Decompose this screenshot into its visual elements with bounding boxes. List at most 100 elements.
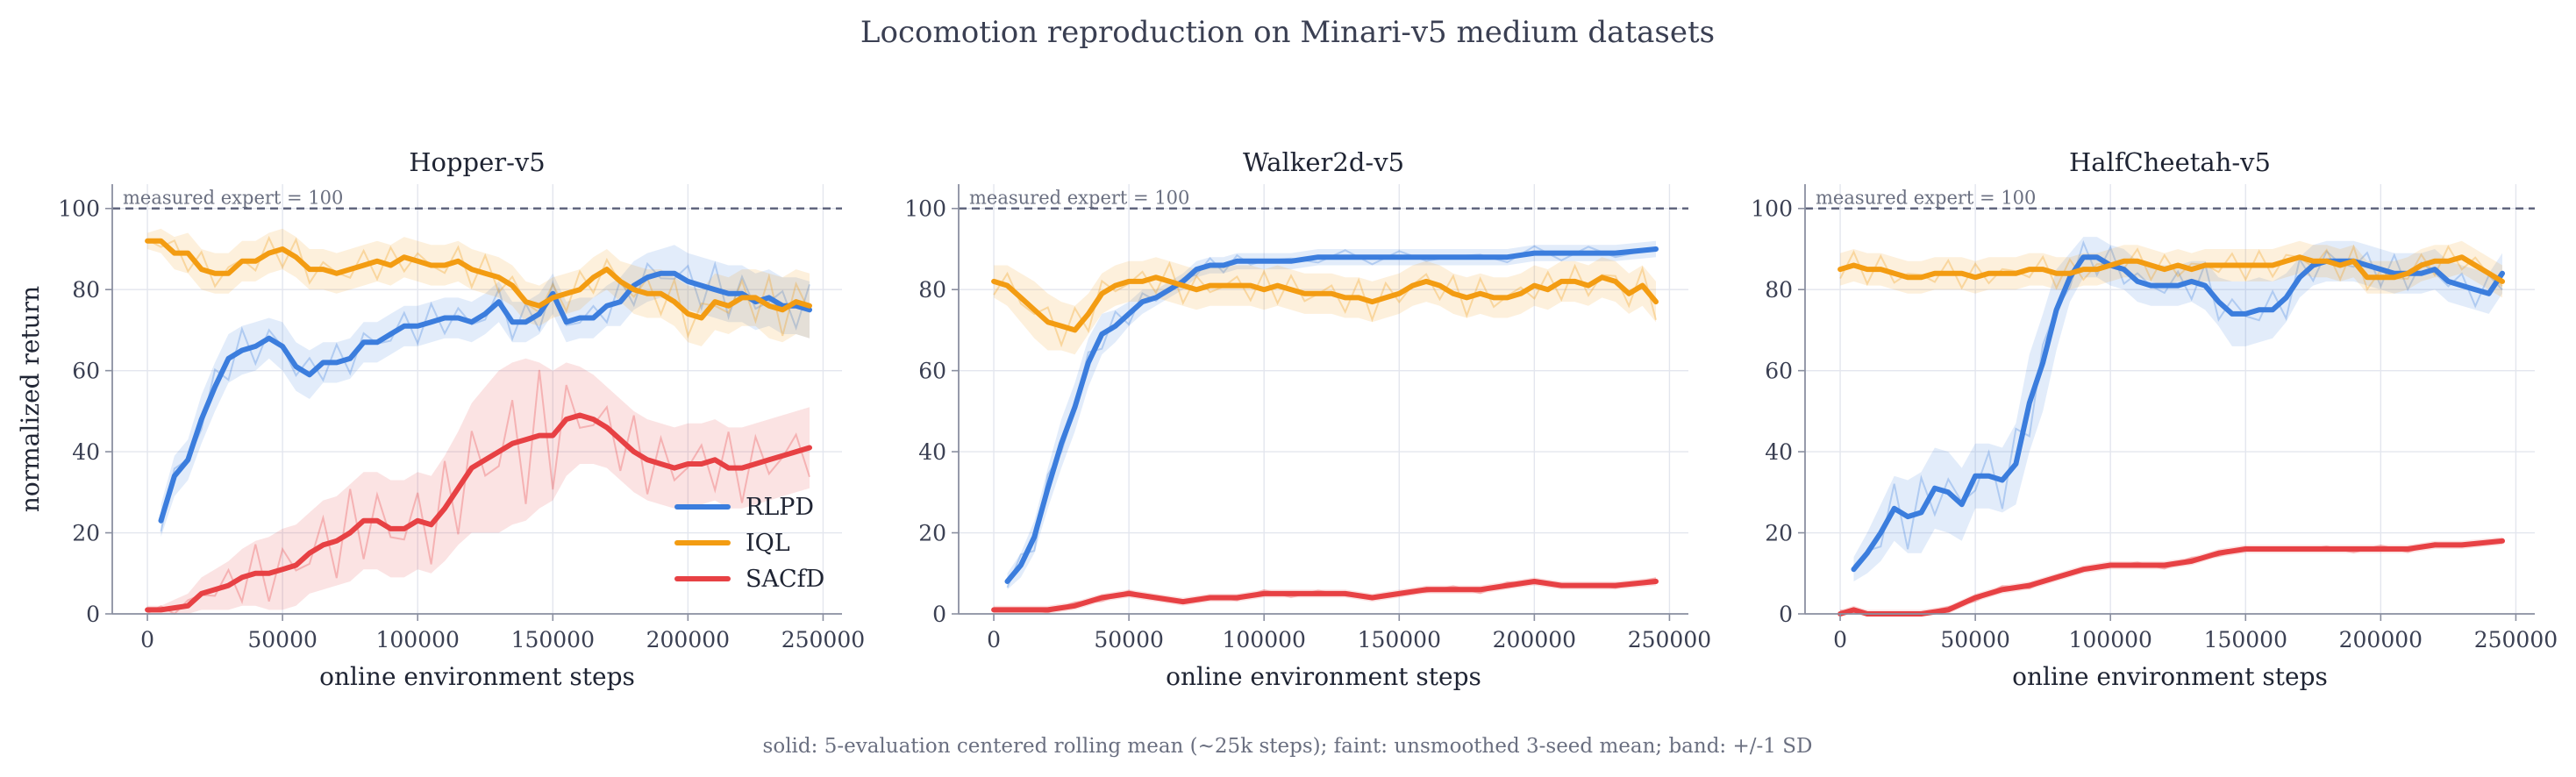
data-point-rlpd — [2257, 308, 2261, 312]
data-point-sacfd — [281, 567, 285, 572]
data-point-iql — [496, 275, 501, 280]
y-tick-label: 0 — [86, 602, 100, 627]
data-point-rlpd — [1397, 255, 1402, 260]
data-point-sacfd — [767, 458, 771, 462]
y-tick-label: 40 — [918, 439, 946, 465]
data-point-rlpd — [1654, 247, 1659, 252]
data-point-rlpd — [605, 303, 610, 308]
data-point-sacfd — [808, 446, 812, 450]
data-point-iql — [537, 303, 541, 308]
x-tick-label: 200000 — [646, 627, 730, 652]
data-point-sacfd — [429, 523, 433, 527]
data-point-rlpd — [1879, 531, 1883, 535]
data-point-iql — [308, 267, 312, 272]
data-point-iql — [1959, 271, 1964, 275]
data-point-rlpd — [2419, 271, 2423, 275]
data-point-iql — [632, 288, 636, 292]
y-tick-label: 100 — [58, 196, 100, 222]
panel-halfcheetah: measured expert = 100 0 20 40 60 80 100 0 50000 1… — [1751, 147, 2558, 691]
data-point-iql — [699, 316, 703, 320]
data-point-iql — [1087, 312, 1091, 317]
data-point-rlpd — [726, 291, 731, 296]
data-point-iql — [1370, 300, 1374, 304]
data-point-rlpd — [646, 275, 650, 280]
data-point-rlpd — [2284, 296, 2288, 300]
data-point-iql — [146, 239, 150, 243]
data-point-sacfd — [753, 462, 758, 467]
legend-label-iql: IQL — [746, 530, 790, 557]
data-point-iql — [1073, 328, 1077, 332]
x-axis-label: online environment steps — [2012, 662, 2328, 691]
data-point-iql — [281, 247, 285, 252]
y-tick-label: 80 — [1765, 277, 1793, 303]
data-point-iql — [1357, 296, 1361, 300]
data-point-iql — [321, 267, 325, 272]
raw-line-iql — [993, 260, 1657, 348]
data-point-iql — [1973, 275, 1978, 280]
y-tick-label: 40 — [72, 439, 100, 465]
data-point-iql — [1838, 267, 1843, 272]
sd-band-rlpd — [1853, 237, 2502, 581]
data-point-iql — [1946, 271, 1951, 275]
data-point-rlpd — [416, 324, 420, 328]
data-point-rlpd — [2473, 288, 2478, 292]
data-point-sacfd — [2189, 560, 2194, 564]
data-point-rlpd — [1113, 324, 1117, 328]
data-point-sacfd — [578, 413, 582, 417]
data-point-iql — [2459, 255, 2464, 260]
x-tick-label: 200000 — [2339, 627, 2423, 652]
data-point-iql — [1195, 288, 1199, 292]
data-point-rlpd — [1946, 490, 1951, 495]
y-tick-label: 100 — [1751, 196, 1793, 222]
data-point-sacfd — [659, 462, 663, 467]
y-tick-label: 20 — [1765, 521, 1793, 546]
data-point-sacfd — [159, 608, 163, 612]
data-point-rlpd — [2459, 283, 2464, 288]
data-point-sacfd — [1181, 600, 1185, 604]
data-point-iql — [294, 255, 298, 260]
data-point-iql — [1208, 283, 1212, 288]
data-point-iql — [1852, 263, 1856, 267]
data-point-iql — [2392, 275, 2396, 280]
data-point-iql — [1113, 283, 1117, 288]
data-point-sacfd — [537, 433, 541, 438]
data-point-sacfd — [321, 543, 325, 547]
data-point-rlpd — [524, 320, 528, 324]
data-point-iql — [2446, 259, 2451, 263]
data-point-sacfd — [781, 453, 785, 458]
data-point-sacfd — [267, 571, 271, 575]
x-tick-label: 0 — [1833, 627, 1847, 652]
data-point-iql — [1478, 291, 1482, 296]
data-point-iql — [2419, 263, 2423, 267]
data-point-rlpd — [2298, 275, 2302, 280]
data-point-iql — [240, 259, 245, 263]
expert-reference-label: measured expert = 100 — [1816, 188, 2036, 209]
data-point-rlpd — [240, 348, 245, 353]
data-point-rlpd — [429, 320, 433, 324]
data-point-rlpd — [2189, 280, 2194, 284]
x-tick-label: 150000 — [1358, 627, 1441, 652]
data-point-rlpd — [1262, 259, 1267, 263]
x-tick-label: 0 — [140, 627, 154, 652]
data-point-sacfd — [253, 571, 258, 575]
data-point-iql — [2271, 263, 2275, 267]
data-point-sacfd — [2406, 547, 2410, 552]
data-point-rlpd — [1478, 255, 1482, 260]
data-point-iql — [2027, 267, 2031, 272]
data-point-iql — [808, 303, 812, 308]
data-point-iql — [361, 263, 366, 267]
data-point-iql — [2189, 267, 2194, 272]
expert-reference-label: measured expert = 100 — [969, 188, 1189, 209]
data-point-rlpd — [1959, 503, 1964, 507]
y-tick-label: 80 — [72, 277, 100, 303]
data-point-iql — [1018, 296, 1023, 300]
data-point-sacfd — [794, 450, 798, 454]
data-point-rlpd — [1559, 251, 1564, 255]
legend-item-iql: IQL — [674, 530, 790, 557]
series-line-sacfd — [991, 579, 1659, 613]
data-point-rlpd — [2203, 283, 2208, 288]
y-tick-label: 100 — [904, 196, 946, 222]
data-point-rlpd — [1987, 474, 1991, 478]
data-point-iql — [1060, 324, 1064, 328]
data-point-rlpd — [673, 271, 677, 275]
